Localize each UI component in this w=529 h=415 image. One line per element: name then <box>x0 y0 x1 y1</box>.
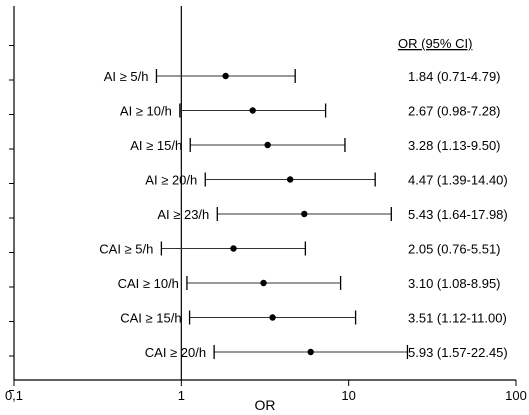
x-tick-label: 0,1 <box>5 388 23 403</box>
point-estimate <box>264 141 271 149</box>
or-ci-value: 3.51 (1.12-11.00) <box>408 311 507 326</box>
rows: AI ≥ 5/h 1.84 (0.71-4.79) AI ≥ 10/h 2.67 (0… <box>99 69 508 360</box>
or-ci-value: 1.84 (0.71-4.79) <box>408 69 501 84</box>
point-estimate <box>286 176 294 183</box>
row-label: AI ≥ 15/h <box>130 138 182 153</box>
x-tick-label: 100 <box>505 388 527 403</box>
or-ci-value: 4.47 (1.39-14.40) <box>408 173 508 188</box>
x-tick-label: 10 <box>341 388 355 403</box>
row-label: CAI ≥ 20/h <box>145 345 206 360</box>
y-ticks <box>9 45 14 391</box>
point-estimate <box>307 348 314 356</box>
point-estimate <box>269 314 276 321</box>
x-tick-label: 1 <box>178 388 185 403</box>
or-ci-value: 3.10 (1.08-8.95) <box>408 276 501 291</box>
row-label: AI ≥ 23/h <box>157 207 209 222</box>
row-label: CAI ≥ 10/h <box>118 276 179 291</box>
point-estimate <box>249 107 256 114</box>
or-ci-value: 3.28 (1.13-9.50) <box>408 138 501 153</box>
column-header: OR (95% CI) <box>398 36 472 51</box>
or-ci-value: 5.93 (1.57-22.45) <box>408 345 508 360</box>
or-ci-value: 2.67 (0.98-7.28) <box>408 104 501 119</box>
row-label: AI ≥ 10/h <box>120 104 172 119</box>
point-estimate <box>222 72 229 80</box>
row-label: CAI ≥ 5/h <box>99 242 153 257</box>
row-label: CAI ≥ 15/h <box>120 311 181 326</box>
row-label: AI ≥ 20/h <box>145 173 197 188</box>
point-estimate <box>230 245 237 252</box>
or-ci-value: 2.05 (0.76-5.51) <box>408 242 501 257</box>
x-axis-label: OR <box>255 397 276 413</box>
point-estimate <box>260 279 267 287</box>
axes <box>13 6 516 381</box>
x-ticks: 0,1 1 10 100 <box>5 380 527 403</box>
point-estimate <box>301 210 308 218</box>
row-label: AI ≥ 5/h <box>104 69 149 84</box>
or-ci-value: 5.43 (1.64-17.98) <box>408 207 508 222</box>
